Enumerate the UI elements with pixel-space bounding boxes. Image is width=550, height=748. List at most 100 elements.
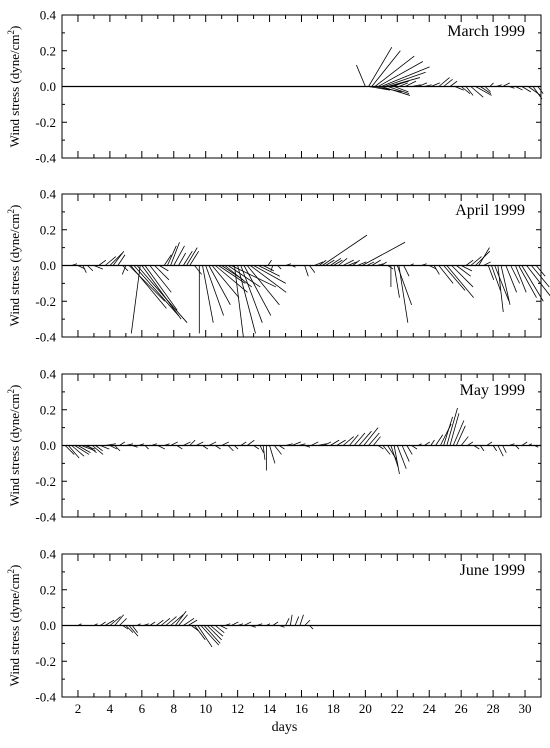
wind-stick <box>159 265 169 272</box>
wind-stick <box>109 445 118 450</box>
wind-stick <box>460 86 471 94</box>
wind-stick <box>377 445 384 450</box>
wind-stick <box>368 46 393 87</box>
wind-stick <box>285 443 293 446</box>
wind-stick <box>87 265 94 272</box>
wind-stick <box>289 614 293 626</box>
y-axis-label: Wind stress (dyne/cm2) <box>6 205 22 327</box>
wind-stick <box>130 265 141 334</box>
wind-stick <box>357 261 367 266</box>
wind-stick <box>234 265 244 338</box>
wind-stick <box>421 263 427 266</box>
wind-stick <box>224 623 231 626</box>
wind-stick <box>218 265 246 284</box>
wind-stick <box>155 619 164 626</box>
wind-stick <box>393 445 400 475</box>
wind-stick <box>304 619 311 626</box>
wind-stick <box>143 623 149 626</box>
wind-stick <box>387 77 421 87</box>
wind-stick <box>262 445 266 460</box>
y-axis-label-base: Wind stress (dyne/cm <box>7 214 22 327</box>
wind-stick <box>374 55 415 87</box>
wind-stick <box>337 258 348 266</box>
wind-stick <box>377 61 424 87</box>
x-axis-label: days <box>272 720 298 735</box>
wind-stick <box>429 265 437 270</box>
y-axis-label-end: ) <box>7 205 22 209</box>
wind-stick <box>384 71 426 87</box>
y-tick-label: -0.2 <box>35 474 56 489</box>
wind-stick <box>207 625 222 641</box>
wind-stick <box>521 441 528 446</box>
wind-stick <box>215 625 225 633</box>
wind-stick <box>104 619 115 626</box>
wind-stick <box>294 616 300 626</box>
wind-stick <box>456 425 466 446</box>
wind-stick <box>95 445 103 452</box>
wind-stick <box>149 265 172 293</box>
wind-stick <box>215 445 221 450</box>
wind-stick <box>393 265 400 298</box>
wind-stick <box>183 618 195 626</box>
wind-stick <box>119 441 126 446</box>
wind-stick <box>396 445 407 469</box>
y-axis-label: Wind stress (dyne/cm2) <box>6 565 22 687</box>
wind-stick <box>164 443 170 446</box>
wind-stick <box>256 623 263 626</box>
wind-stick <box>194 265 202 275</box>
wind-stick <box>515 445 520 450</box>
wind-stick <box>136 623 141 626</box>
wind-stick <box>128 625 139 637</box>
wind-stick <box>526 265 550 297</box>
wind-stick <box>100 445 110 450</box>
wind-stick <box>398 82 408 87</box>
wind-stick <box>515 265 527 293</box>
wind-stick <box>68 445 80 459</box>
y-axis-label-base: Wind stress (dyne/cm <box>7 394 22 507</box>
panel-title: April 1999 <box>455 202 525 219</box>
wind-stick <box>451 265 474 288</box>
wind-stick <box>219 625 228 630</box>
wind-stick <box>470 86 484 98</box>
wind-stick <box>393 82 402 87</box>
y-axis-label: Wind stress (dyne/cm2) <box>6 385 22 507</box>
wind-stick <box>194 625 206 641</box>
wind-stick <box>237 265 256 334</box>
wind-stick <box>221 441 229 446</box>
x-tick-label: 28 <box>487 701 500 716</box>
wind-stick <box>492 445 498 452</box>
wind-stick <box>195 441 204 446</box>
wind-stick <box>189 250 200 266</box>
wind-stick <box>74 445 90 455</box>
wind-stick <box>82 265 87 273</box>
panel-title: June 1999 <box>460 562 525 579</box>
wind-stick <box>170 614 184 626</box>
wind-stick <box>497 445 504 457</box>
wind-stick <box>417 443 422 446</box>
wind-stick <box>278 445 285 450</box>
wind-stick <box>368 432 380 446</box>
wind-stick <box>93 265 104 270</box>
panel-title: May 1999 <box>460 382 525 399</box>
wind-stick <box>374 86 402 93</box>
wind-stick <box>473 445 480 450</box>
wind-stick <box>208 441 217 446</box>
y-axis-label-superscript: 2 <box>6 389 16 394</box>
wind-stick <box>401 445 410 462</box>
wind-stick <box>187 619 198 626</box>
wind-stick <box>535 265 546 277</box>
wind-stick <box>109 252 123 266</box>
wind-stick <box>333 259 343 266</box>
wind-stick <box>358 430 372 446</box>
wind-stick <box>125 625 134 633</box>
wind-stick <box>449 80 458 87</box>
wind-stick <box>537 86 544 94</box>
wind-stick <box>342 436 354 446</box>
y-tick-label: 0.0 <box>40 258 56 273</box>
x-tick-label: 14 <box>263 701 277 716</box>
wind-stick <box>505 265 517 293</box>
wind-stick <box>122 625 129 630</box>
wind-stick <box>77 623 82 626</box>
wind-stick <box>211 265 240 298</box>
wind-stick <box>438 77 450 87</box>
